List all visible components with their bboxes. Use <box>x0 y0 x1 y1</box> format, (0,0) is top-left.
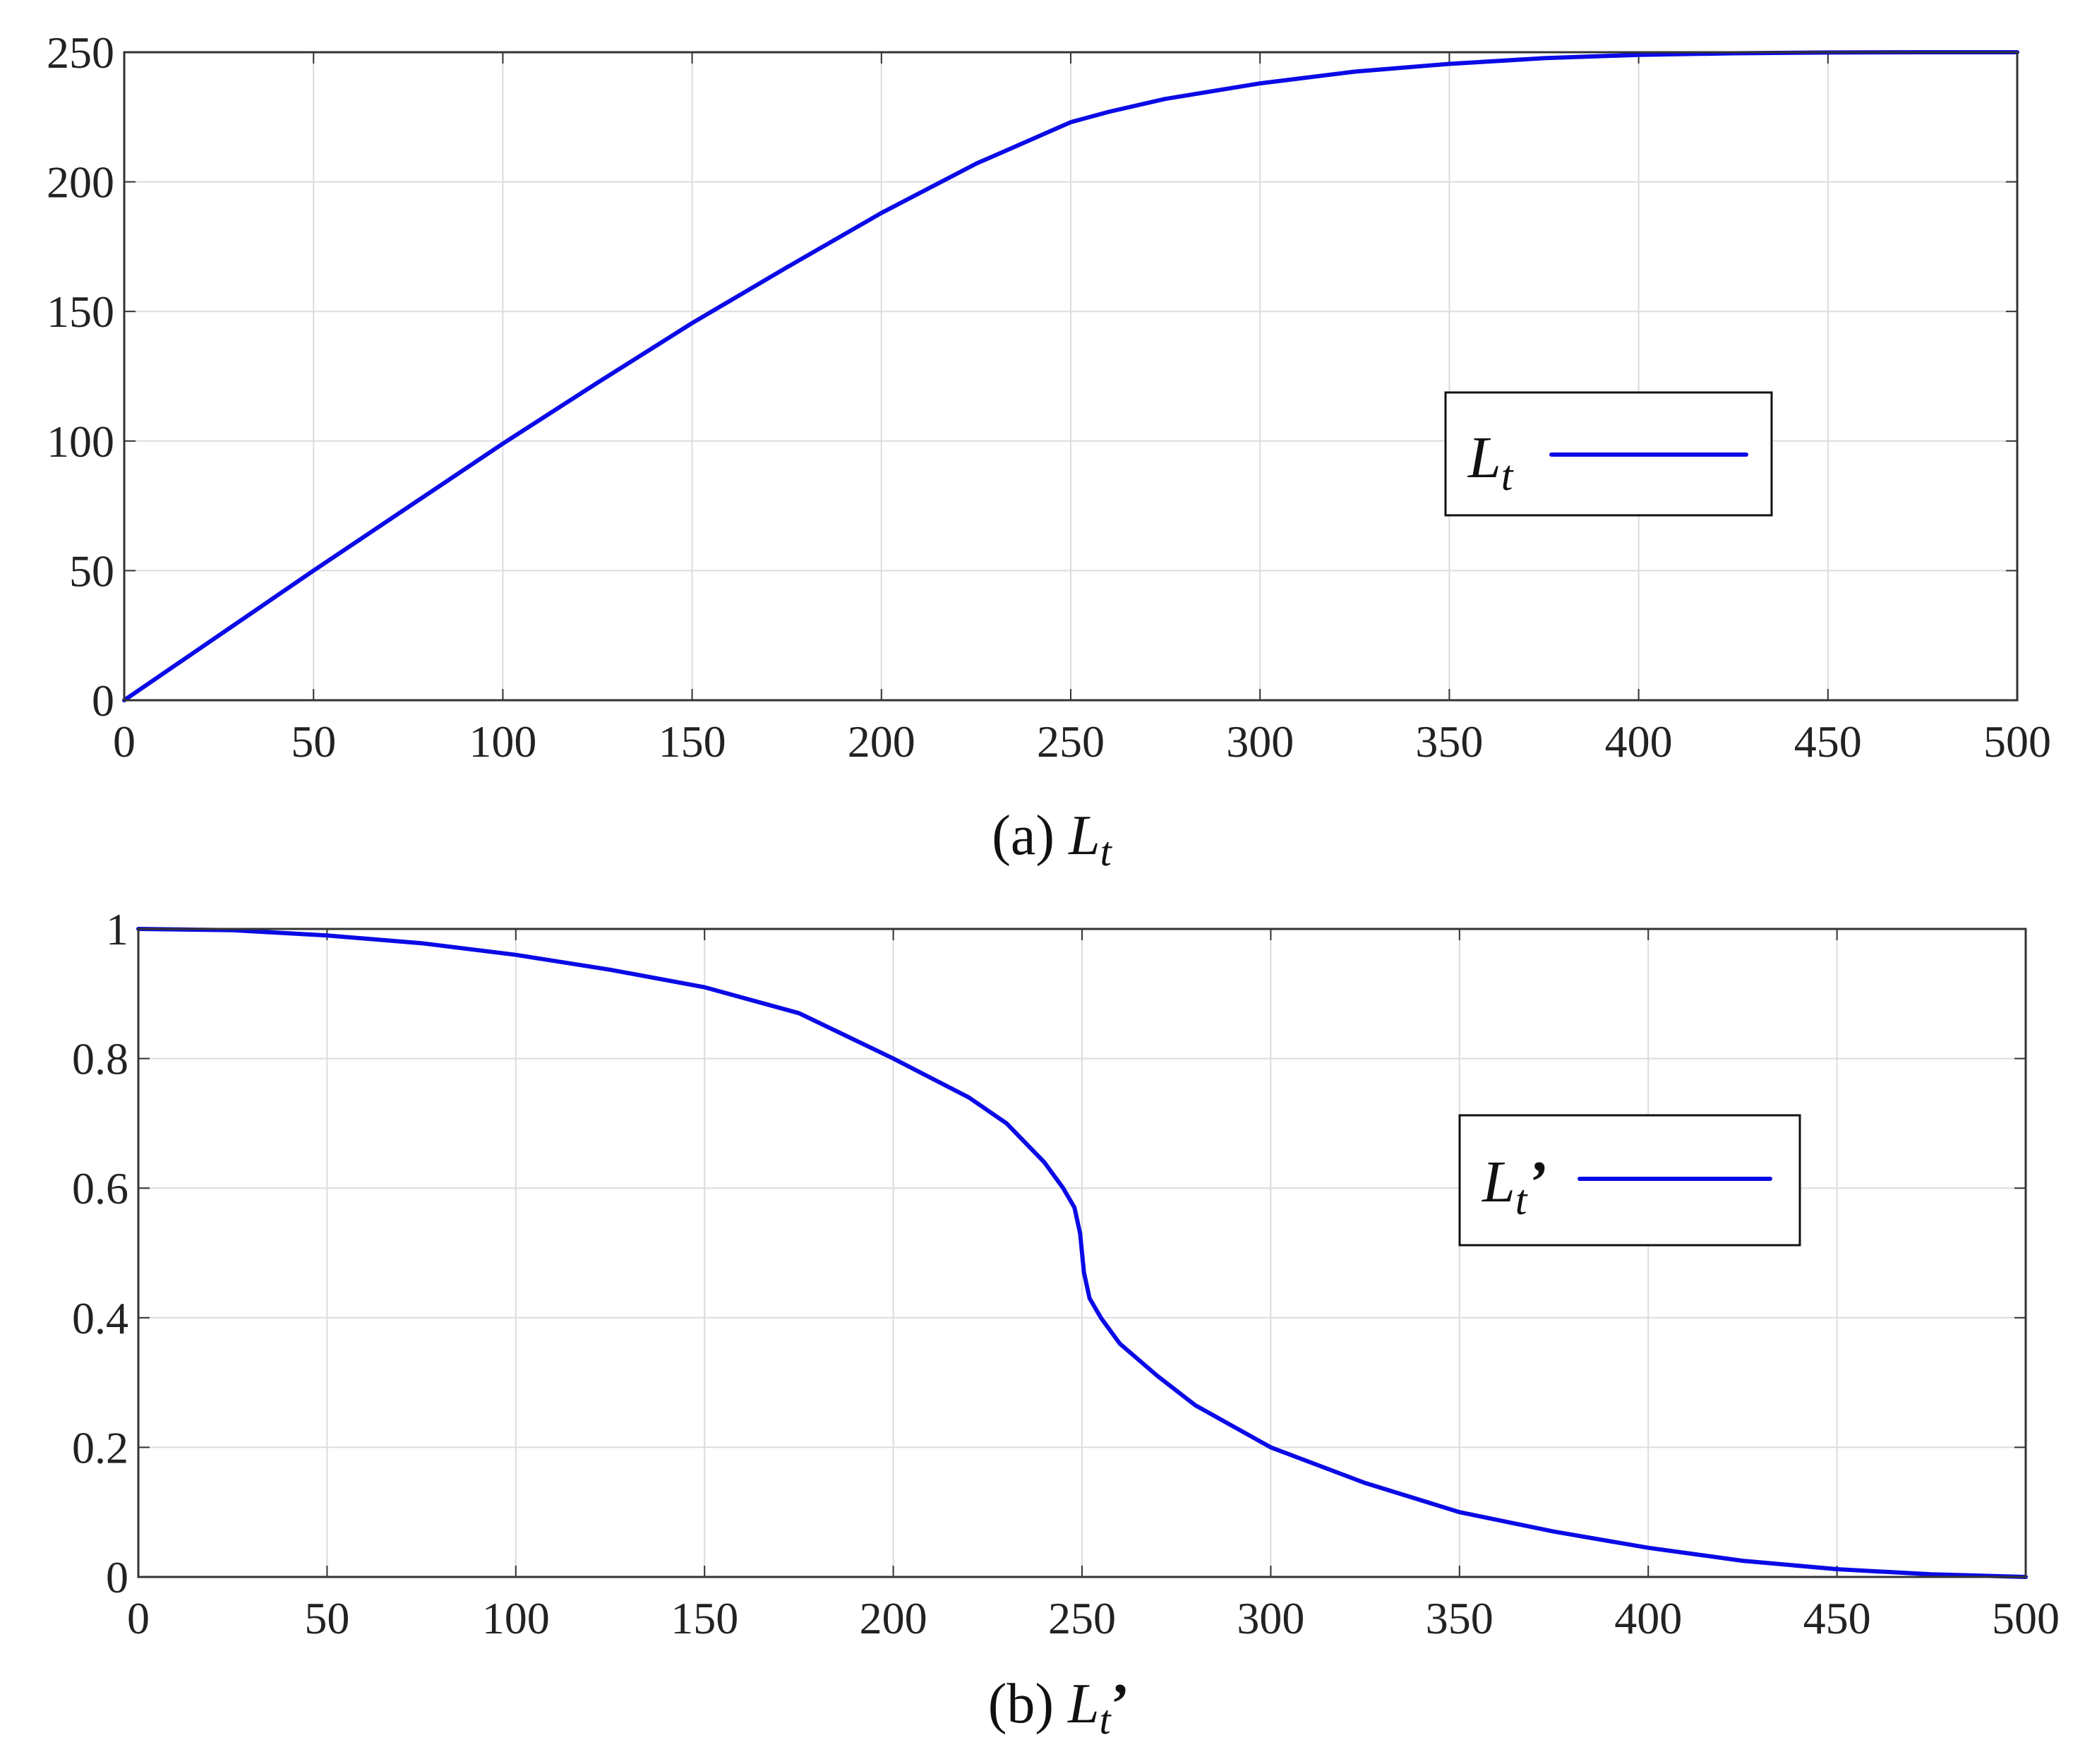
legend-subscript-a: t <box>1501 452 1514 499</box>
x-tick-label: 0 <box>127 1593 150 1643</box>
legend-label-a: Lt <box>1467 425 1514 499</box>
grid-a <box>124 52 2017 700</box>
legend-subscript-b: t <box>1515 1177 1528 1223</box>
y-tick-label: 250 <box>47 28 114 78</box>
y-tick-label: 0 <box>92 676 114 726</box>
caption-symbol-b: L <box>1067 1673 1100 1735</box>
axes-frame-b <box>137 928 2027 1578</box>
tick-labels-a: 0 50 100 150 200 250 300 350 400 450 500 0 50 100 150 2… <box>47 28 2051 767</box>
y-tick-label: 0.8 <box>72 1034 128 1084</box>
caption-symbol-a: L <box>1068 805 1100 867</box>
x-tick-label: 350 <box>1426 1593 1494 1643</box>
legend-symbol-a: L <box>1467 425 1501 491</box>
legend-b: Lt’ <box>1458 1114 1801 1247</box>
x-tick-label: 100 <box>469 716 536 767</box>
tick-labels-b: 0 50 100 150 200 250 300 350 400 450 500 0 0.2 0.4 0.6… <box>72 904 2060 1643</box>
x-tick-label: 450 <box>1794 716 1862 767</box>
x-tick-label: 400 <box>1614 1593 1682 1643</box>
x-tick-label: 200 <box>848 716 915 767</box>
y-tick-label: 150 <box>47 287 114 337</box>
series-line-lt <box>122 50 2019 702</box>
chart-panel-b: 0 50 100 150 200 250 300 350 400 450 500 0 0.2 0.4 0.6… <box>72 904 2060 1743</box>
x-tick-label: 450 <box>1803 1593 1871 1643</box>
y-tick-label: 0 <box>106 1552 128 1602</box>
caption-prefix-a: (a) <box>992 805 1069 867</box>
y-tick-label: 50 <box>69 546 114 596</box>
x-tick-label: 250 <box>1048 1593 1116 1643</box>
x-tick-label: 100 <box>482 1593 550 1643</box>
x-tick-label: 50 <box>291 716 336 767</box>
x-tick-label: 150 <box>659 716 726 767</box>
x-tick-label: 500 <box>1983 716 2051 767</box>
x-tick-label: 0 <box>113 716 136 767</box>
legend-symbol-b: L <box>1482 1149 1515 1215</box>
x-tick-label: 350 <box>1415 716 1483 767</box>
caption-subscript-b: t <box>1100 1697 1112 1743</box>
legend-a: Lt <box>1444 391 1773 517</box>
y-tick-label: 100 <box>47 416 114 467</box>
y-tick-label: 0.6 <box>72 1163 128 1213</box>
y-tick-label: 1 <box>106 904 128 954</box>
caption-a: (a) Lt <box>992 805 1112 875</box>
legend-suffix-b: ’ <box>1527 1149 1546 1215</box>
legend-label-b: Lt’ <box>1482 1149 1546 1223</box>
series-line-lt-prime <box>136 927 2028 1579</box>
y-tick-label: 0.2 <box>72 1422 128 1472</box>
x-tick-label: 500 <box>1992 1593 2060 1643</box>
x-tick-label: 150 <box>671 1593 738 1643</box>
x-tick-label: 400 <box>1605 716 1673 767</box>
x-tick-label: 50 <box>304 1593 349 1643</box>
x-tick-label: 300 <box>1237 1593 1304 1643</box>
y-tick-label: 200 <box>47 157 114 208</box>
chart-panel-a: 0 50 100 150 200 250 300 350 400 450 500 0 50 100 150 2… <box>47 28 2051 875</box>
grid-b <box>138 929 2026 1577</box>
y-tick-label: 0.4 <box>72 1293 128 1343</box>
caption-subscript-a: t <box>1100 829 1113 875</box>
caption-suffix-b: ’ <box>1111 1673 1130 1735</box>
x-tick-label: 200 <box>860 1593 927 1643</box>
x-tick-label: 250 <box>1037 716 1105 767</box>
caption-prefix-b: (b) <box>988 1673 1068 1735</box>
axes-frame-a <box>123 51 2019 702</box>
x-tick-label: 300 <box>1226 716 1294 767</box>
caption-b: (b) Lt’ <box>988 1673 1130 1743</box>
